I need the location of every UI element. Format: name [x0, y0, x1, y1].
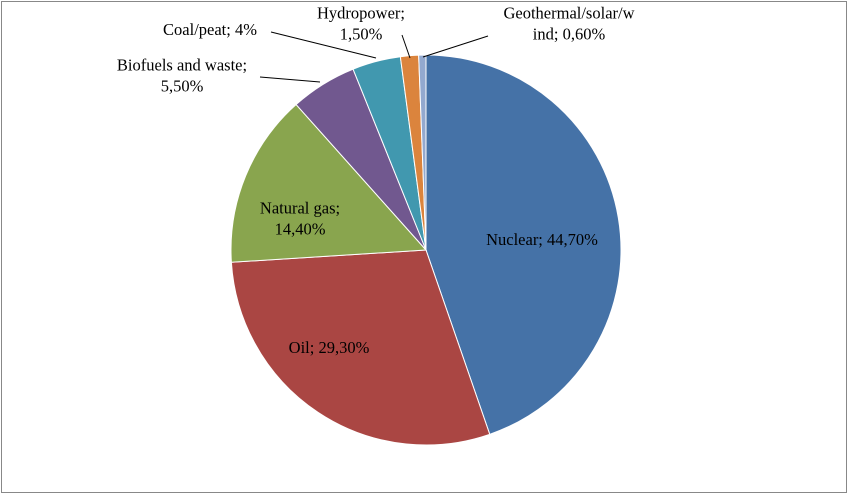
data-label-natural-gas: Natural gas; 14,40% [260, 199, 340, 239]
data-label-geothermal-solar-wind: Geothermal/solar/w ind; 0,60% [503, 4, 634, 44]
data-label-biofuels-and-waste: Biofuels and waste; 5,50% [117, 56, 247, 96]
leader-line-biofuels-and-waste [259, 76, 321, 83]
data-label-nuclear: Nuclear; 44,70% [486, 230, 598, 249]
leader-line-coal-peat [270, 31, 377, 59]
data-label-oil: Oil; 29,30% [289, 338, 370, 357]
pie-slice-geothermal-solar-wind [418, 54, 427, 251]
leader-line-geothermal-solar-wind [422, 35, 489, 58]
data-label-hydropower: Hydropower; 1,50% [317, 4, 405, 44]
pie-slice-natural-gas [230, 103, 428, 263]
data-label-coal-peat: Coal/peat; 4% [163, 20, 257, 39]
pie-slice-oil [230, 249, 491, 446]
pie-slice-nuclear [425, 54, 622, 435]
leader-line-hydropower [401, 34, 411, 59]
